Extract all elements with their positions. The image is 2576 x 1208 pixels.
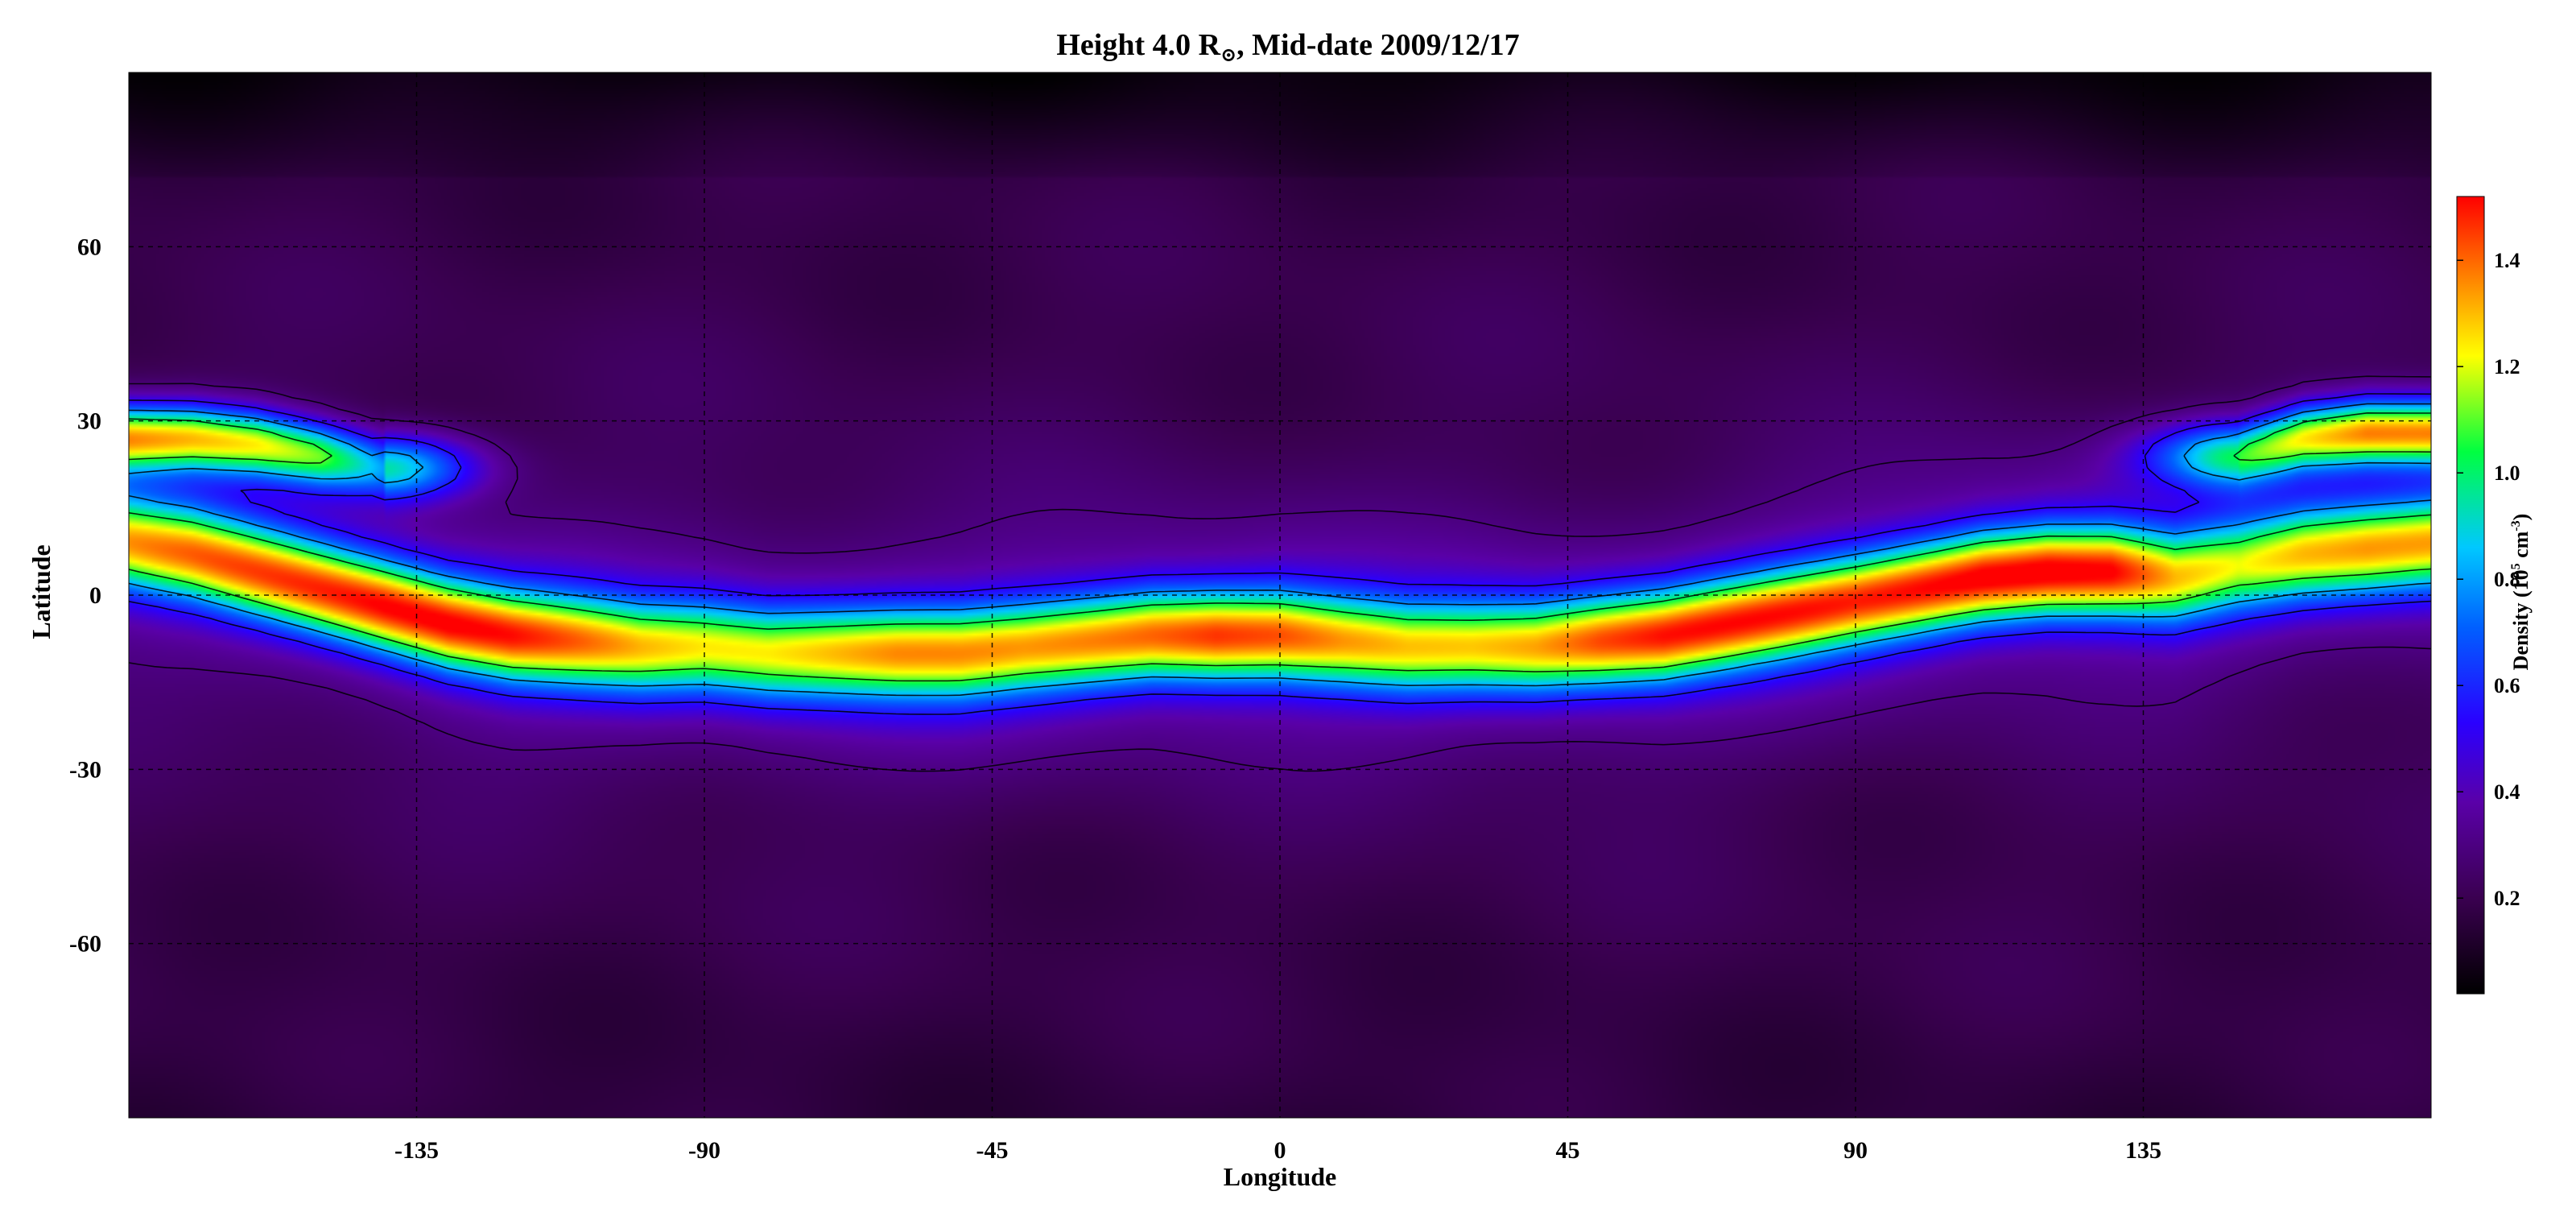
x-axis-ticks: -135 -90 -45 0 45 90 135 bbox=[394, 1137, 2161, 1164]
colorbar: 0.2 0.4 0.6 0.8 1.0 1.2 1.4 Density (105 cm-3) bbox=[2456, 196, 2533, 995]
y-axis-ticks: 60 30 0 -30 -60 bbox=[69, 234, 101, 957]
x-tick-label: -90 bbox=[688, 1137, 720, 1164]
x-tick-label: -135 bbox=[394, 1137, 439, 1164]
x-tick-label: 45 bbox=[1556, 1137, 1580, 1164]
plot-area bbox=[128, 72, 2432, 1119]
colorbar-tick-label: 1.0 bbox=[2494, 461, 2520, 485]
colorbar-tick-label: 1.4 bbox=[2494, 249, 2520, 272]
colorbar-ticks: 0.2 0.4 0.6 0.8 1.0 1.2 1.4 bbox=[2457, 249, 2520, 910]
density-contours bbox=[128, 375, 2432, 772]
y-tick-label: 30 bbox=[77, 408, 101, 435]
x-tick-label: 90 bbox=[1843, 1137, 1868, 1164]
y-tick-label: 0 bbox=[89, 582, 101, 609]
colorbar-tick-label: 1.2 bbox=[2494, 355, 2520, 379]
x-axis-label: Longitude bbox=[1224, 1162, 1336, 1191]
contour-line-4 bbox=[128, 412, 2432, 682]
chart-title: Height 4.0 R⊙, Mid-date 2009/12/17 bbox=[1056, 28, 1519, 66]
y-tick-label: -30 bbox=[69, 756, 101, 783]
x-tick-label: 135 bbox=[2125, 1137, 2161, 1164]
grid-lines bbox=[129, 72, 2431, 1118]
colorbar-tick-label: 0.8 bbox=[2494, 568, 2520, 591]
colorbar-tick-label: 0.2 bbox=[2494, 887, 2520, 910]
colorbar-gradient bbox=[2456, 196, 2485, 995]
y-tick-label: 60 bbox=[77, 234, 101, 260]
colorbar-tick-label: 0.6 bbox=[2494, 674, 2520, 697]
contour-line-2 bbox=[128, 393, 2432, 715]
y-axis-label: Latitude bbox=[27, 544, 56, 639]
y-tick-label: -60 bbox=[69, 931, 101, 958]
x-tick-label: -45 bbox=[976, 1137, 1009, 1164]
colorbar-label: Density (105 cm-3) bbox=[2509, 514, 2533, 671]
x-tick-label: 0 bbox=[1274, 1137, 1286, 1164]
colorbar-tick-label: 0.4 bbox=[2494, 780, 2520, 804]
plot-frame bbox=[128, 72, 2432, 1119]
